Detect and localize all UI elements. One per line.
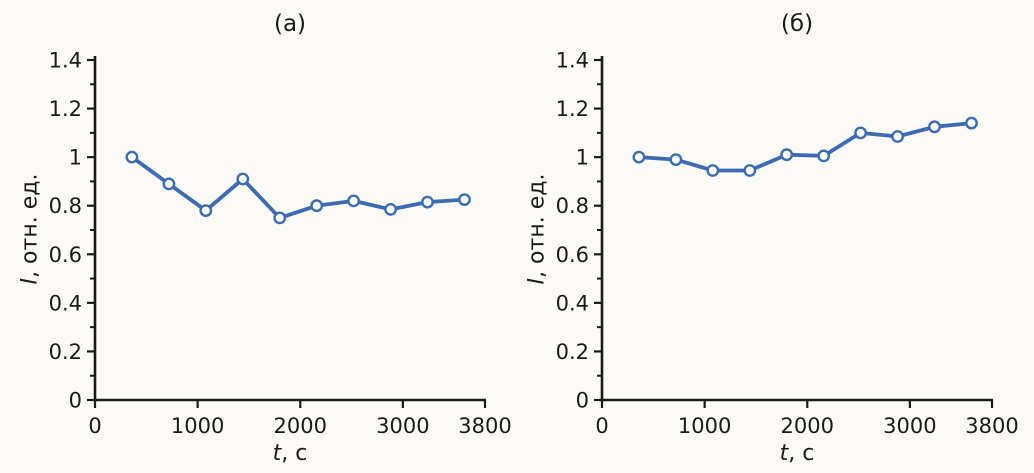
x-tick-label: 3800 (965, 414, 1018, 438)
chart-a-y-axis-label: I, отн. ед. (18, 174, 43, 285)
data-point (928, 120, 941, 134)
data-point (632, 150, 646, 164)
data-point (891, 130, 904, 143)
y-tick-label: 0.8 (49, 194, 82, 218)
y-axis-variable: I (17, 277, 43, 285)
data-point (273, 211, 287, 225)
chart-b-y-axis-label: I, отн. ед. (525, 174, 550, 285)
data-point (347, 194, 360, 208)
chart-a-title: (а) (273, 11, 307, 37)
data-point (780, 148, 794, 162)
y-tick-label: 0.4 (556, 291, 589, 315)
x-axis-variable: t (779, 441, 789, 466)
data-point (162, 177, 176, 191)
y-tick-label: 0 (69, 389, 82, 413)
y-tick-label: 0 (576, 389, 589, 413)
data-point (310, 199, 324, 213)
y-tick-label: 0.6 (556, 243, 589, 267)
x-tick-label: 1000 (171, 414, 224, 438)
chart-a-canvas: 0 1000 2000 3000 3800 0 0.2 0.4 0.6 0.8 1 1.2 1.4 (49, 49, 512, 439)
y-axis-unit: , отн. ед. (524, 173, 550, 278)
y-tick-label: 0.8 (556, 194, 589, 218)
y-tick-label: 1 (576, 146, 589, 170)
x-tick-label: 3000 (883, 414, 936, 438)
chart-b-title: (б) (780, 11, 814, 37)
data-point (854, 126, 867, 140)
data-point (965, 116, 978, 130)
y-tick-label: 1.4 (556, 49, 589, 73)
subplot-b: (б) 0 1000 2000 3000 3800 0 0.2 0.4 0.6 0.8 1 1.2 1.… (517, 0, 1034, 473)
chart-a-x-axis-label: t, с (95, 441, 485, 466)
data-point (125, 150, 139, 164)
y-tick-label: 0.6 (49, 243, 82, 267)
x-tick-label: 0 (595, 414, 608, 438)
data-point (236, 172, 250, 186)
x-tick-label: 1000 (678, 414, 731, 438)
data-point (384, 202, 397, 216)
data-point (669, 153, 683, 167)
series-line (130, 155, 467, 220)
y-tick-label: 0.2 (49, 340, 82, 364)
x-tick-label: 3800 (458, 414, 511, 438)
data-point (706, 164, 720, 177)
x-tick-label: 3000 (376, 414, 429, 438)
data-point (817, 149, 831, 163)
y-tick-label: 1.2 (49, 97, 82, 121)
x-axis-unit: , с (281, 441, 308, 466)
data-point (743, 164, 757, 177)
y-tick-label: 0.4 (49, 291, 82, 315)
x-tick-label: 0 (88, 414, 101, 438)
chart-b-canvas: 0 1000 2000 3000 3800 0 0.2 0.4 0.6 0.8 1 1.2 1.4 (556, 49, 1019, 439)
x-axis-unit: , с (788, 441, 815, 466)
y-axis-unit: , отн. ед. (17, 173, 43, 278)
x-axis-variable: t (272, 441, 282, 466)
data-point (421, 195, 434, 209)
chart-b-x-axis-label: t, с (602, 441, 992, 466)
data-point (458, 193, 471, 207)
x-tick-label: 2000 (781, 414, 834, 438)
y-tick-label: 1.4 (49, 49, 82, 73)
series-line (637, 121, 974, 173)
y-tick-label: 0.2 (556, 340, 589, 364)
x-tick-label: 2000 (274, 414, 327, 438)
y-tick-label: 1.2 (556, 97, 589, 121)
y-axis-variable: I (524, 277, 550, 285)
subplot-a: (а) 0 1000 2000 3000 3800 0 0.2 0.4 0.6 0.8 1 1.2 1.… (18, 11, 512, 466)
data-point (199, 204, 213, 218)
y-tick-label: 1 (69, 146, 82, 170)
